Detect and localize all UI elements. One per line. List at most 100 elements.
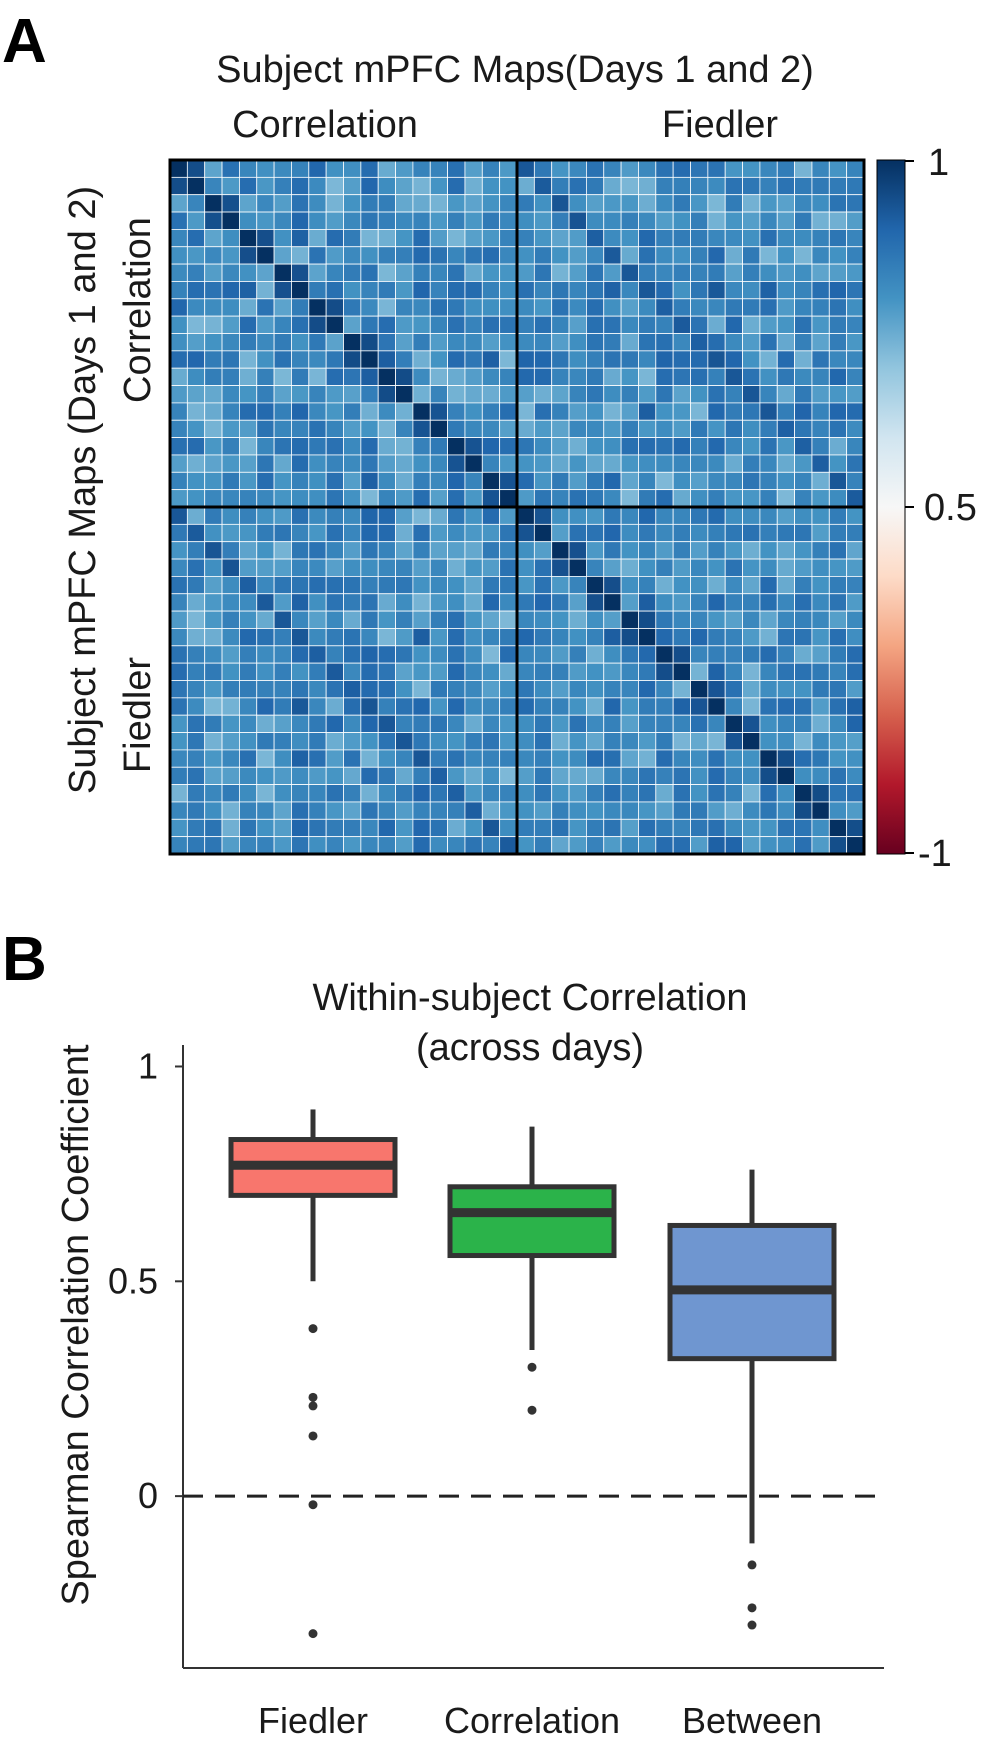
heatmap-cell: [395, 471, 414, 491]
heatmap-cell: [620, 194, 639, 213]
heatmap-cell: [360, 680, 379, 699]
heatmap-cell: [256, 576, 275, 595]
heatmap-cell: [429, 697, 449, 716]
heatmap-cell: [412, 766, 431, 786]
heatmap-cell: [256, 454, 275, 473]
heatmap-cell: [603, 263, 622, 282]
heatmap-cell: [828, 194, 848, 213]
heatmap-cell: [377, 159, 396, 178]
heatmap-cell: [568, 385, 587, 404]
heatmap-cell: [360, 732, 379, 751]
heatmap-cell: [308, 818, 327, 838]
heatmap-cell: [360, 697, 379, 716]
heatmap-cell: [742, 628, 761, 647]
heatmap-cell: [759, 263, 778, 282]
heatmap-cell: [742, 523, 761, 543]
heatmap-cell: [238, 645, 258, 664]
heatmap-cell: [343, 766, 362, 786]
heatmap-cell: [533, 367, 553, 386]
heatmap-cell: [238, 402, 258, 421]
heatmap-cell: [377, 333, 396, 352]
heatmap-cell: [724, 523, 743, 543]
heatmap-cell: [343, 732, 362, 751]
heatmap-cell: [516, 506, 535, 525]
heatmap-cell: [221, 298, 240, 317]
heatmap-cell: [828, 402, 848, 421]
heatmap-cell: [533, 402, 553, 421]
heatmap-cell: [724, 471, 743, 491]
heatmap-cell: [551, 176, 570, 196]
heatmap-cell: [429, 246, 449, 265]
heatmap-cell: [620, 437, 639, 456]
heatmap-cell: [794, 385, 813, 404]
heatmap-cell: [308, 246, 327, 265]
heatmap-cell: [429, 749, 449, 768]
heatmap-cell: [169, 714, 188, 733]
heatmap-cell: [655, 471, 674, 491]
heatmap-cell: [846, 367, 865, 386]
heatmap-cell: [325, 628, 344, 647]
heatmap-cell: [256, 281, 275, 300]
heatmap-cell: [412, 680, 431, 699]
heatmap-cell: [724, 419, 743, 439]
heatmap-cell: [343, 419, 362, 439]
heatmap-cell: [568, 246, 587, 265]
heatmap-cell: [586, 576, 605, 595]
heatmap-cell: [707, 367, 726, 386]
heatmap-cell: [759, 402, 778, 421]
boxplots: [228, 1109, 837, 1639]
heatmap-cell: [308, 454, 327, 473]
heatmap-cell: [464, 281, 483, 300]
heatmap-cell: [672, 836, 691, 855]
heatmap-cell: [828, 506, 848, 525]
heatmap-cell: [308, 784, 327, 803]
heatmap-cell: [533, 697, 553, 716]
heatmap-cell: [377, 576, 396, 595]
heatmap-cell: [169, 818, 188, 838]
heatmap-cell: [794, 350, 813, 369]
heatmap-cell: [464, 784, 483, 803]
heatmap-cell: [377, 610, 396, 629]
heatmap-cell: [533, 506, 553, 525]
heatmap-cell: [724, 263, 743, 282]
heatmap-cell: [516, 298, 535, 317]
heatmap-cell: [499, 385, 518, 404]
heatmap-cell: [447, 784, 466, 803]
heatmap-cell: [724, 281, 743, 300]
heatmap-cell: [638, 402, 657, 421]
heatmap-cell: [690, 523, 709, 543]
heatmap-cell: [204, 576, 223, 595]
heatmap-cell: [533, 315, 553, 334]
heatmap-cell: [551, 194, 570, 213]
heatmap-cell: [742, 402, 761, 421]
heatmap-cell: [533, 818, 553, 838]
heatmap-cell: [169, 350, 188, 369]
heatmap-cell: [586, 315, 605, 334]
heatmap-cell: [169, 680, 188, 699]
heatmap-cell: [343, 298, 362, 317]
heatmap-cell: [603, 662, 622, 681]
heatmap-cell: [464, 489, 483, 508]
heatmap-cell: [724, 333, 743, 352]
heatmap-cell: [169, 593, 188, 612]
heatmap-cell: [516, 784, 535, 803]
heatmap-cell: [377, 818, 396, 838]
heatmap-cell: [568, 471, 587, 491]
heatmap-cell: [655, 732, 674, 751]
heatmap-cell: [690, 628, 709, 647]
heatmap-cell: [742, 818, 761, 838]
heatmap-cell: [603, 801, 622, 820]
heatmap-cell: [204, 541, 223, 560]
heatmap-cell: [672, 298, 691, 317]
heatmap-cell: [516, 558, 535, 577]
heatmap-cell: [360, 176, 379, 196]
heatmap-cell: [603, 610, 622, 629]
heatmap-cell: [724, 367, 743, 386]
heatmap-cell: [481, 367, 501, 386]
heatmap-cell: [759, 784, 778, 803]
heatmap-cell: [742, 437, 761, 456]
heatmap-cell: [828, 298, 848, 317]
row-label-correlation: Correlation: [117, 217, 159, 403]
heatmap-cell: [221, 246, 240, 265]
y-tick-label: 0.5: [108, 1260, 158, 1301]
